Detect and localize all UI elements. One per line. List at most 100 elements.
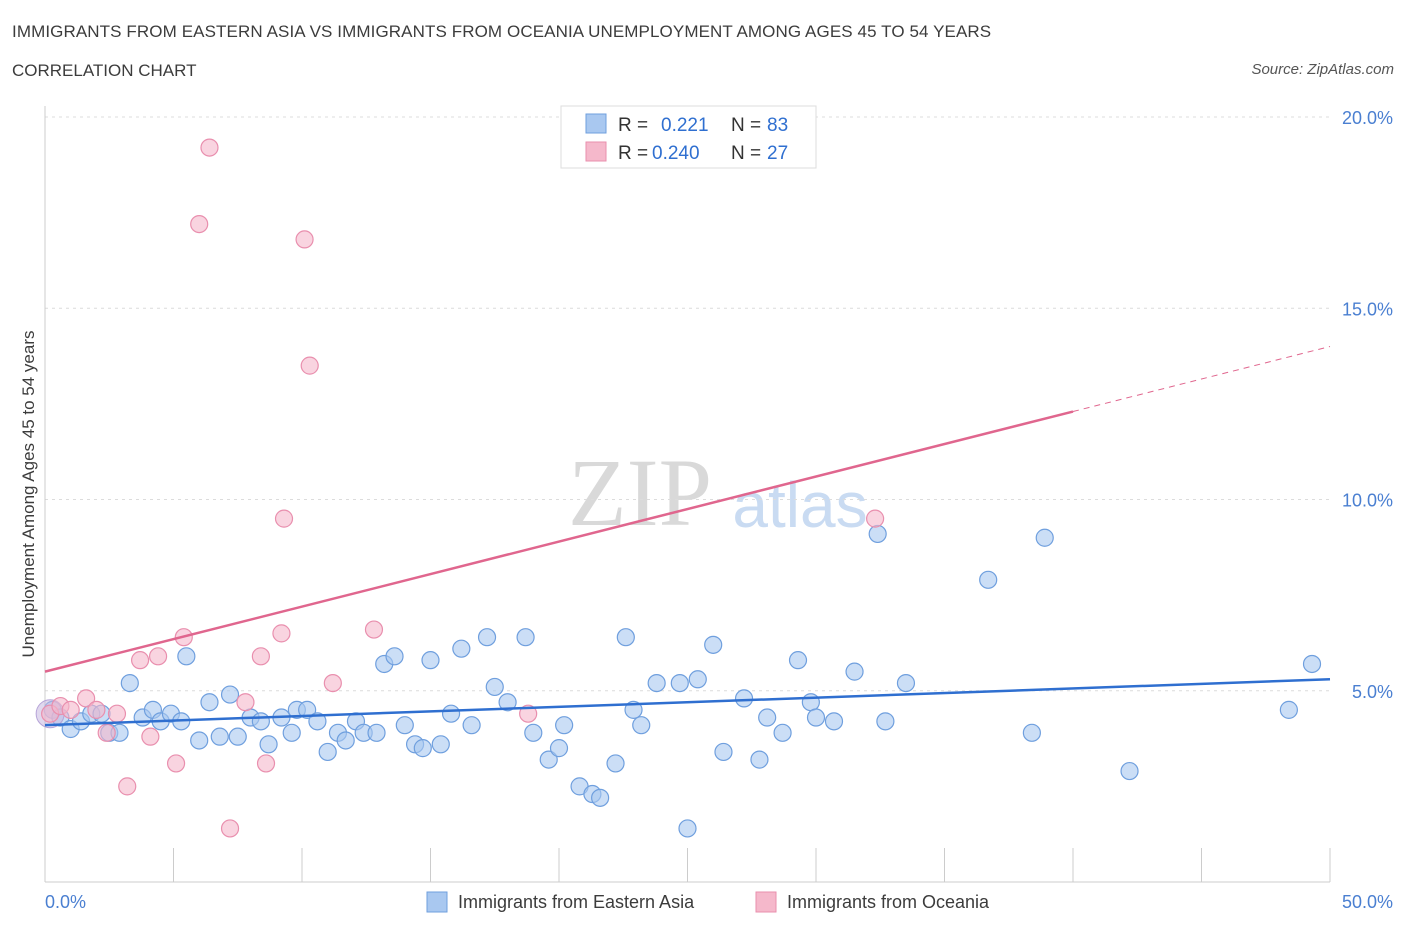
data-point	[485, 677, 504, 697]
data-point	[367, 723, 386, 742]
y-tick-label: 20.0%	[1342, 108, 1393, 128]
chart-title: IMMIGRANTS FROM EASTERN ASIA VS IMMIGRAN…	[12, 22, 992, 41]
y-tick-label: 5.0%	[1352, 682, 1393, 702]
data-point	[1022, 723, 1041, 742]
data-point	[413, 739, 432, 758]
y-axis-title: Unemployment Among Ages 45 to 54 years	[19, 331, 38, 658]
legend-bottom-label-pink: Immigrants from Oceania	[787, 892, 990, 912]
data-point	[120, 673, 139, 693]
data-point	[251, 647, 270, 666]
data-point	[431, 735, 450, 754]
data-point	[220, 819, 240, 838]
data-point	[274, 509, 294, 528]
data-point	[385, 647, 404, 666]
data-point	[1035, 528, 1054, 547]
legend-n-label-pink: N =	[731, 143, 761, 164]
y-tick-label: 10.0%	[1342, 491, 1393, 511]
data-point	[323, 673, 342, 693]
data-point	[1302, 654, 1322, 674]
gridlines	[45, 116, 1330, 692]
data-point	[228, 727, 247, 746]
legend-top: R = 0.221 N = 83 R = 0.240 N = 27	[560, 105, 817, 169]
data-point	[190, 215, 209, 234]
data-point	[866, 509, 885, 528]
legend-r-label-pink: R =	[618, 143, 648, 164]
data-point	[282, 723, 301, 742]
x-tick-label-max: 50.0%	[1342, 892, 1393, 912]
data-point	[210, 727, 229, 746]
data-point	[516, 628, 535, 647]
legend-bottom: Immigrants from Eastern Asia Immigrants …	[426, 891, 990, 913]
data-point	[555, 716, 574, 735]
legend-swatch-blue	[585, 113, 607, 134]
data-point	[421, 651, 440, 670]
data-point	[632, 716, 651, 735]
data-point	[107, 704, 127, 723]
legend-bottom-swatch-pink	[755, 891, 777, 913]
data-point	[236, 693, 255, 712]
trend-line-oceania-extension	[1072, 346, 1331, 413]
trend-line-oceania	[44, 410, 1074, 673]
data-point	[868, 524, 887, 544]
data-point	[876, 712, 895, 731]
data-point	[318, 742, 337, 762]
data-point	[704, 635, 723, 654]
data-point	[200, 138, 219, 157]
data-point	[549, 739, 569, 758]
data-point	[734, 689, 754, 708]
data-point	[441, 704, 461, 723]
series-eastern-asia-points	[35, 524, 1322, 838]
data-point	[220, 685, 240, 704]
data-point	[256, 754, 276, 773]
data-point	[166, 754, 186, 773]
trend-line-eastern-asia	[44, 678, 1331, 727]
data-point	[462, 716, 481, 735]
legend-r-value-blue: 0.221	[661, 115, 709, 136]
data-point	[87, 700, 106, 719]
data-point	[259, 735, 278, 754]
data-point	[452, 639, 471, 658]
y-tick-labels: 5.0% 10.0% 15.0% 20.0%	[1342, 108, 1393, 702]
series-oceania-points	[41, 138, 885, 838]
data-point	[678, 819, 697, 838]
data-point	[364, 620, 384, 639]
data-point	[896, 673, 916, 693]
data-point	[616, 628, 635, 647]
legend-swatch-pink	[585, 141, 607, 162]
legend-n-value-blue: 83	[767, 115, 788, 136]
legend-n-value-pink: 27	[767, 143, 788, 164]
data-point	[308, 712, 327, 731]
data-point	[141, 727, 160, 746]
data-point	[498, 693, 517, 712]
y-tick-label: 15.0%	[1342, 299, 1393, 319]
data-point	[395, 716, 414, 735]
watermark-zip: ZIP	[568, 439, 712, 546]
data-point	[647, 673, 666, 693]
data-point	[845, 662, 864, 681]
data-point	[295, 230, 314, 249]
data-point	[336, 731, 355, 750]
data-point	[130, 651, 150, 670]
legend-n-label-blue: N =	[731, 115, 761, 136]
data-point	[477, 628, 497, 647]
trend-lines	[44, 346, 1331, 727]
data-point	[773, 723, 792, 742]
data-point	[714, 742, 733, 762]
data-point	[788, 651, 808, 670]
data-point	[670, 673, 689, 693]
data-point	[624, 700, 643, 719]
data-point	[806, 708, 826, 727]
legend-r-label-blue: R =	[618, 115, 648, 136]
data-point	[524, 723, 543, 742]
legend-bottom-swatch-blue	[426, 891, 448, 913]
data-point	[190, 731, 209, 750]
data-point	[824, 712, 844, 731]
legend-r-value-pink: 0.240	[652, 143, 700, 164]
chart-subtitle: CORRELATION CHART	[12, 61, 197, 80]
data-point	[298, 700, 317, 719]
data-point	[750, 750, 769, 769]
data-point	[1279, 700, 1298, 719]
data-point	[606, 754, 625, 773]
data-point	[1120, 761, 1139, 781]
